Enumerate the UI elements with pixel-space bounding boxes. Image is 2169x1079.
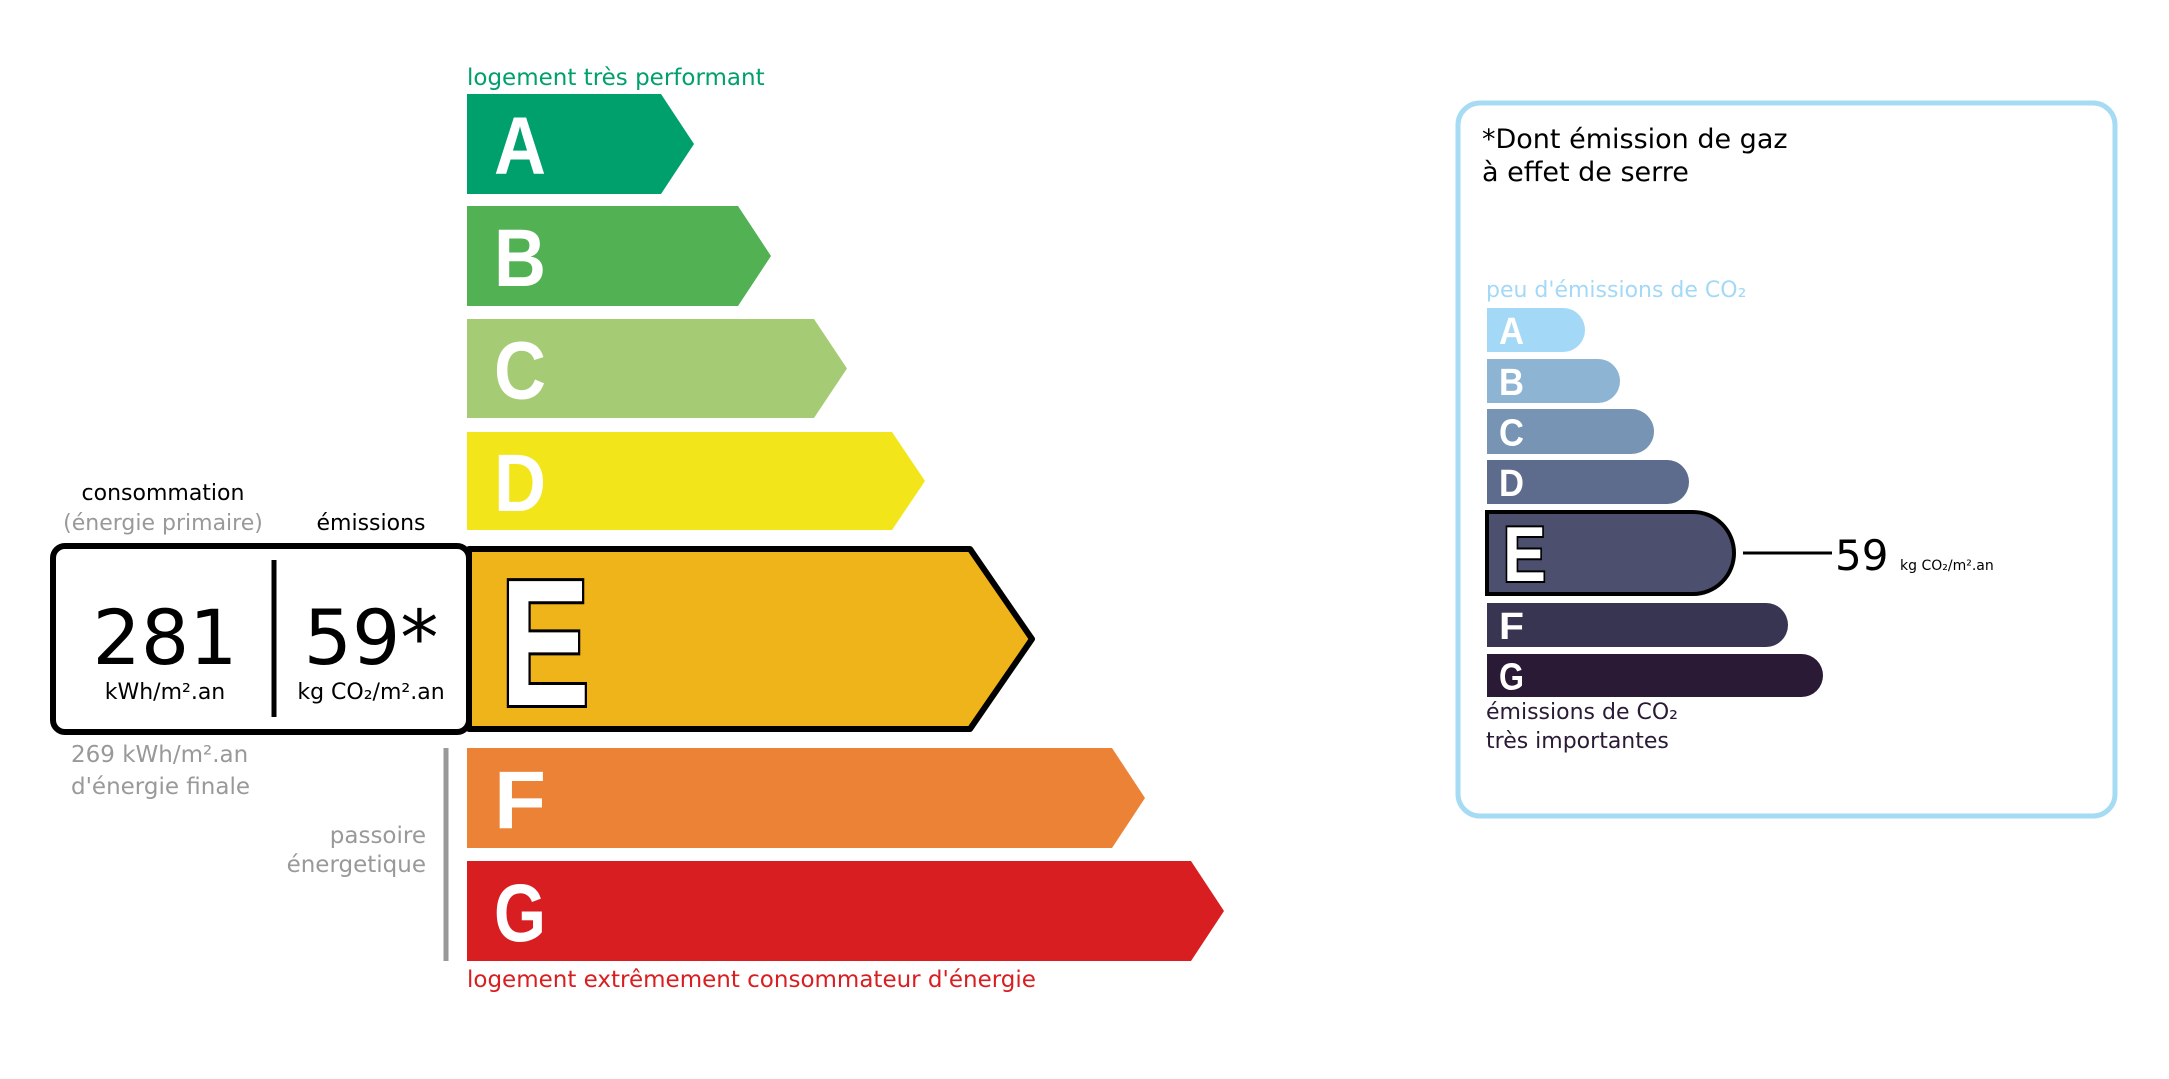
emissions-value: 59* xyxy=(304,593,439,682)
ges-value: 59 xyxy=(1835,531,1888,580)
ges-unit: kg CO₂/m².an xyxy=(1900,558,1994,574)
value-box xyxy=(50,543,472,735)
ges-class-letter: G xyxy=(1499,657,1524,699)
dpe-class-letter: G xyxy=(494,868,546,959)
dpe-class-letter: F xyxy=(494,755,546,846)
ges-class-bar-d xyxy=(1487,460,1689,504)
ges-class-letter: D xyxy=(1499,463,1524,505)
final-energy-value: 269 kWh/m².an xyxy=(71,742,248,768)
dpe-class-bar-d xyxy=(467,432,925,530)
ges-bottom-label-2: très importantes xyxy=(1486,729,1669,754)
ges-class-letter: F xyxy=(1499,606,1524,648)
consumption-value: 281 xyxy=(92,593,237,682)
dpe-class-letter: A xyxy=(494,101,546,192)
dpe-class-letter: C xyxy=(494,326,546,417)
dpe-class-bar-f xyxy=(467,748,1145,848)
ges-class-letter: E xyxy=(1503,510,1546,598)
consumption-unit: kWh/m².an xyxy=(105,680,226,705)
ges-class-letter: C xyxy=(1499,413,1524,455)
ges-class-bar-e xyxy=(1485,510,1736,596)
emissions-unit: kg CO₂/m².an xyxy=(297,680,444,705)
dpe-top-label: logement très performant xyxy=(467,65,765,91)
dpe-class-letter: B xyxy=(494,213,546,304)
ges-class-letter: B xyxy=(1499,362,1524,404)
ges-bottom-label-1: émissions de CO₂ xyxy=(1486,700,1678,725)
dpe-class-bar-a xyxy=(467,94,694,194)
final-energy-label: d'énergie finale xyxy=(71,774,250,800)
dpe-class-bar-g xyxy=(467,861,1224,961)
dpe-bottom-label: logement extrêmement consommateur d'éner… xyxy=(467,967,1036,993)
ges-class-bar-a xyxy=(1487,308,1585,352)
dpe-class-bar-b xyxy=(467,206,771,306)
consumption-label: consommation xyxy=(82,481,245,506)
dpe-class-letter: E xyxy=(500,543,590,744)
ges-class-bar-c xyxy=(1487,409,1655,454)
dpe-class-letter: D xyxy=(494,438,546,529)
ges-top-label: peu d'émissions de CO₂ xyxy=(1486,278,1746,303)
ges-class-letter: A xyxy=(1499,311,1524,353)
ges-class-bar-f xyxy=(1487,603,1788,647)
emissions-label: émissions xyxy=(317,511,426,536)
ges-class-bar-b xyxy=(1487,359,1620,403)
dpe-class-bar-c xyxy=(467,319,847,418)
ges-title-2: à effet de serre xyxy=(1482,157,1689,188)
ges-title-1: *Dont émission de gaz xyxy=(1482,124,1788,155)
ges-class-bar-g xyxy=(1487,654,1823,697)
consumption-sublabel: (énergie primaire) xyxy=(63,511,263,536)
passoire-label-2: énergetique xyxy=(287,852,426,878)
passoire-label-1: passoire xyxy=(330,823,426,849)
